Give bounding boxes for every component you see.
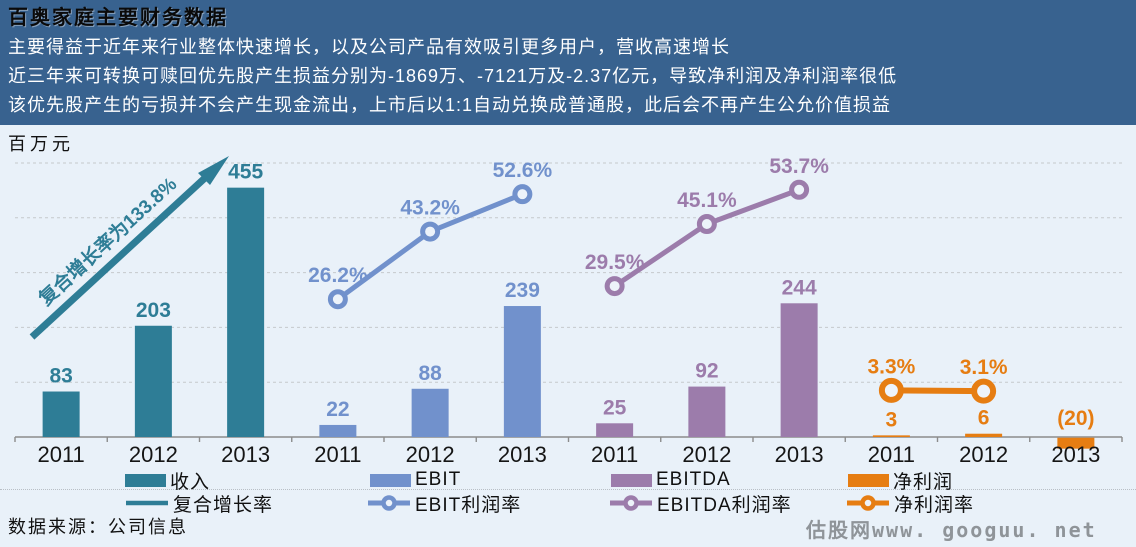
bar-value-ebit-2012: 88	[418, 362, 442, 385]
legend-item-net-margin: 净利润率	[846, 494, 974, 516]
bar-revenue-2013	[227, 187, 265, 437]
rate-label-ebit-1: 43.2%	[400, 197, 460, 220]
bar-ebitda-2013	[780, 303, 818, 437]
year-label-ebitda-2013: 2013	[775, 442, 824, 467]
rate-label-ebit-2: 52.6%	[493, 159, 553, 182]
bar-revenue-2012	[134, 325, 172, 437]
legend-item-ebit: EBIT	[370, 469, 462, 490]
year-label-net-profit-2011: 2011	[868, 442, 915, 467]
bar-ebit-2011	[319, 424, 357, 437]
bar-net-profit-2013	[1057, 437, 1095, 449]
rate-marker-ebit-2	[512, 184, 533, 205]
bar-value-net-profit-2012: 6	[978, 407, 990, 430]
bar-value-net-profit-2011: 3	[886, 408, 898, 431]
bar-value-ebitda-2012: 92	[695, 360, 718, 383]
cagr-line-swatch-icon	[126, 500, 168, 506]
ebit-margin-line-swatch-icon	[368, 495, 410, 511]
header-banner: 百奥家庭主要财务数据 主要得益于近年来行业整体快速增长，以及公司产品有效吸引更多…	[0, 0, 1136, 125]
bar-ebitda-2011	[596, 423, 634, 437]
legend-item-ebitda: EBITDA	[611, 469, 731, 490]
legend-label-ebitda-margin: EBITDA利润率	[657, 494, 792, 516]
rate-label-ebitda-1: 45.1%	[677, 189, 737, 212]
rate-marker-ebit-0	[327, 289, 348, 310]
year-label-revenue-2011: 2011	[37, 442, 84, 467]
legend-label-ebitda: EBITDA	[656, 469, 731, 490]
legend-item-ebit-margin: EBIT利润率	[367, 494, 521, 516]
net-profit-bar-swatch-icon	[848, 473, 889, 487]
legend-label-net-margin: 净利润率	[894, 494, 975, 516]
rate-marker-ebitda-1	[696, 214, 717, 235]
header-note-3: 该优先股产生的亏损并不会产生现金流出，上市后以1:1自动兑换成普通股，此后会不再…	[8, 95, 892, 115]
bar-value-ebitda-2013: 244	[782, 276, 817, 299]
year-label-ebitda-2012: 2012	[682, 442, 731, 467]
legend-separator-line	[0, 489, 1136, 490]
legend-label-cagr: 复合增长率	[173, 494, 274, 516]
rate-label-net-profit-1: 3.1%	[960, 356, 1008, 379]
legend-label-ebit-margin: EBIT利润率	[415, 494, 522, 516]
bar-revenue-2011	[42, 391, 80, 437]
header-note-1: 主要得益于近年来行业整体快速增长，以及公司产品有效吸引更多用户，营收高速增长	[8, 37, 730, 57]
bar-value-revenue-2013: 455	[228, 161, 263, 184]
year-label-ebit-2012: 2012	[406, 442, 455, 467]
year-label-revenue-2012: 2012	[129, 442, 178, 467]
data-source-note: 数据来源：公司信息	[8, 517, 188, 537]
ebitda-margin-line-swatch-icon	[610, 495, 652, 511]
cagr-arrow-shaft	[29, 174, 209, 340]
rate-marker-ebitda-0	[604, 276, 625, 297]
legend-label-ebit: EBIT	[415, 469, 462, 490]
legend-item-ebitda-margin: EBITDA利润率	[609, 494, 792, 516]
legend-item-cagr: 复合增长率	[125, 494, 273, 516]
rate-marker-ebitda-2	[789, 179, 810, 200]
bar-net-profit-2012	[965, 433, 1003, 437]
bar-ebitda-2012	[688, 386, 726, 437]
rate-label-net-profit-0: 3.3%	[867, 355, 915, 378]
rate-label-ebit-0: 26.2%	[308, 264, 368, 287]
year-label-ebit-2011: 2011	[314, 442, 361, 467]
page-title: 百奥家庭主要财务数据	[8, 7, 228, 29]
axis-unit-label: 百万元	[8, 134, 74, 154]
rate-label-ebitda-2: 53.7%	[769, 155, 829, 178]
rate-line-net-profit	[891, 387, 984, 395]
revenue-bar-swatch-icon	[125, 473, 166, 487]
ebitda-bar-swatch-icon	[611, 473, 652, 487]
bar-value-net-profit-2013: (20)	[1057, 407, 1094, 430]
legend-label-net-profit: 净利润	[893, 471, 954, 493]
header-note-2: 近三年来可转换可赎回优先股产生损益分别为-1869万、-7121万及-2.37亿…	[8, 66, 898, 86]
rate-marker-net-profit-0	[878, 377, 904, 403]
bar-net-profit-2011	[872, 435, 910, 437]
year-label-ebit-2013: 2013	[498, 442, 547, 467]
rate-marker-net-profit-1	[971, 378, 997, 404]
year-label-revenue-2013: 2013	[221, 442, 270, 467]
year-label-net-profit-2012: 2012	[959, 442, 1008, 467]
legend-item-net-profit: 净利润	[848, 471, 953, 493]
bar-ebit-2013	[503, 306, 541, 437]
rate-marker-ebit-1	[420, 221, 441, 242]
bar-value-revenue-2011: 83	[49, 365, 72, 388]
legend-item-revenue: 收入	[125, 471, 210, 493]
year-label-ebitda-2011: 2011	[591, 442, 638, 467]
watermark-text: 估股网www. googuu. net	[806, 518, 1097, 542]
net-margin-line-swatch-icon	[847, 495, 889, 511]
bar-value-ebitda-2011: 25	[603, 396, 627, 419]
bar-value-ebit-2011: 22	[326, 398, 349, 421]
rate-label-ebitda-0: 29.5%	[585, 251, 645, 274]
bar-value-ebit-2013: 239	[505, 279, 540, 302]
bar-ebit-2012	[411, 388, 449, 437]
legend-label-revenue: 收入	[170, 471, 211, 493]
cagr-arrow-head-icon	[198, 156, 229, 185]
year-label-net-profit-2013: 2013	[1051, 442, 1100, 467]
bar-value-revenue-2012: 203	[136, 299, 171, 322]
cagr-annotation: 复合增长率为133.8%	[33, 172, 181, 310]
ebit-bar-swatch-icon	[370, 473, 411, 487]
